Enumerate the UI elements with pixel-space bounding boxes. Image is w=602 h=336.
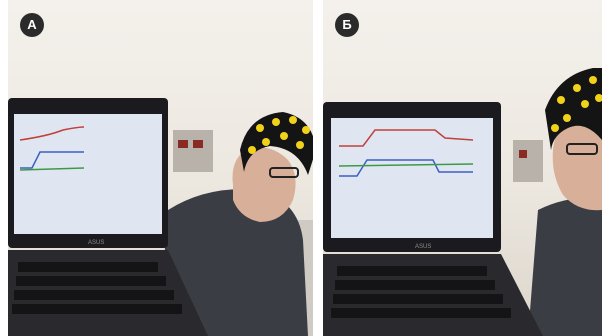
power-supply-display [519,150,527,158]
sweater [528,197,602,336]
trace-red [19,126,85,141]
scene-a: ASUS [8,98,313,336]
face [232,147,296,222]
scene-b: ASUS [323,68,602,336]
trace-green [338,163,474,167]
panel-label: A [20,13,44,37]
electrodes [551,76,602,132]
power-supply-display [178,140,188,148]
trace-green [19,167,85,171]
electrodes [248,116,310,154]
sweater [158,189,308,336]
laptop-logo: ASUS [415,244,431,250]
glasses [566,143,598,155]
trace-blue [339,159,473,177]
keyboard-keys [331,266,511,318]
laptop-logo: ASUS [88,240,104,246]
eeg-cap [545,68,602,150]
keyboard-keys [12,262,182,314]
power-supply [173,130,213,172]
power-supply-display [193,140,203,148]
laptop-screen [14,114,162,234]
face [552,119,602,211]
laptop-screen [331,118,493,238]
trace-red [339,129,474,147]
panel-a: ASUS A [8,0,313,336]
panel-b: ASUS Б [323,0,602,336]
glasses [269,167,299,178]
panel-label: Б [335,13,359,37]
trace-blue [20,151,84,169]
power-supply [513,140,543,182]
